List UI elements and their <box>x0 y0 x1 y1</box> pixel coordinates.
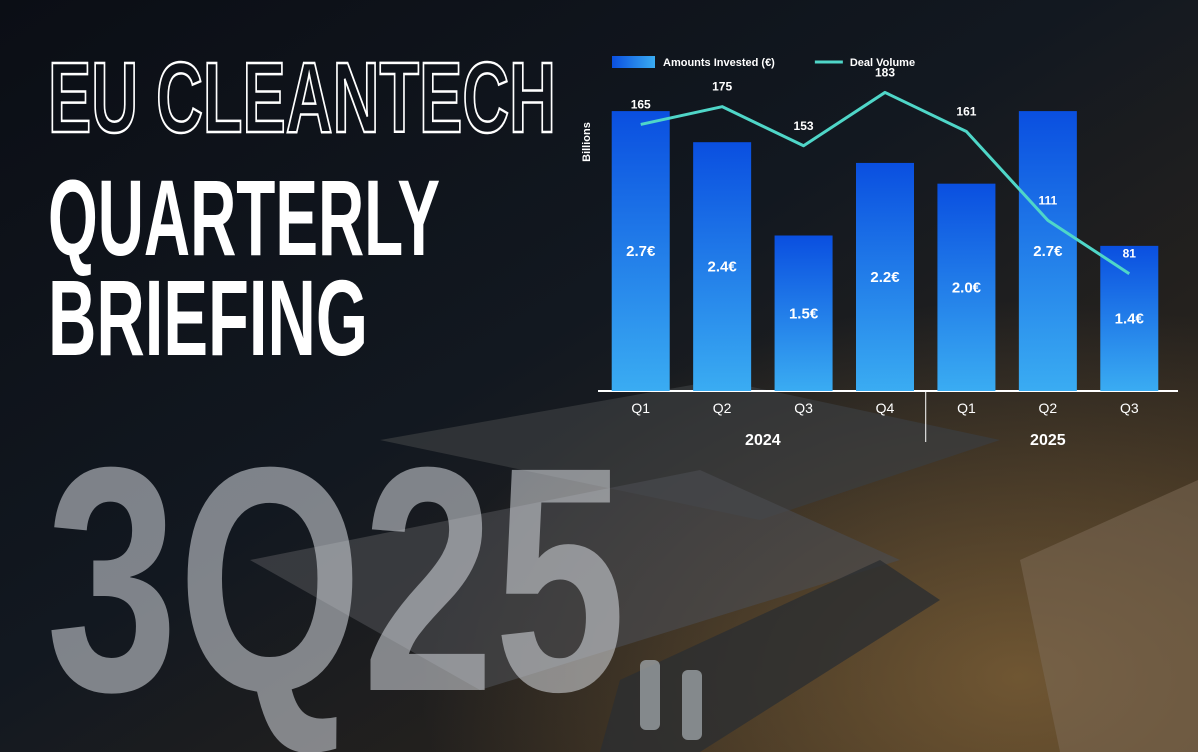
bar <box>856 162 914 391</box>
line-value-label: 175 <box>712 80 732 94</box>
x-tick-label: Q1 <box>957 400 976 416</box>
gravel-area <box>1020 480 1198 752</box>
bar-value-label: 1.4€ <box>1115 310 1145 327</box>
title-line: QUARTERLY <box>48 157 440 278</box>
y-axis-label: Billions <box>581 122 593 162</box>
line-value-label: 111 <box>1039 193 1058 207</box>
legend-label: Amounts Invested (€) <box>663 57 775 69</box>
bar <box>774 235 833 391</box>
bar-value-label: 2.7€ <box>626 243 656 260</box>
line-value-label: 81 <box>1123 247 1137 261</box>
silo <box>682 670 702 740</box>
line-value-label: 161 <box>956 105 976 119</box>
x-tick-label: Q3 <box>1120 400 1139 416</box>
line-series <box>640 90 1131 275</box>
silo <box>640 660 660 730</box>
bar <box>937 183 996 391</box>
line-value-label: 153 <box>794 119 814 133</box>
bar-value-label: 2.4€ <box>708 259 738 276</box>
group-label: 2024 <box>745 432 781 449</box>
x-tick-label: Q1 <box>631 400 650 416</box>
x-tick-label: Q2 <box>1039 400 1058 416</box>
line-value-label: 165 <box>631 97 651 111</box>
bar-value-label: 2.2€ <box>870 269 900 286</box>
bar <box>1100 245 1159 391</box>
bar <box>1018 111 1077 391</box>
group-label: 2025 <box>1030 432 1066 449</box>
bar <box>611 111 670 391</box>
building-roof <box>250 470 900 690</box>
bar-value-label: 2.7€ <box>1033 243 1063 260</box>
legend-swatch <box>612 56 655 68</box>
building-roof <box>380 380 1000 520</box>
x-tick-label: Q4 <box>876 400 895 416</box>
bar <box>693 142 752 391</box>
legend-label: Deal Volume <box>850 57 915 69</box>
chart: Amounts Invested (€) Deal Volume Q1 Q2 Q3 Q4 2… <box>598 56 1178 449</box>
line-value-label: 183 <box>875 65 895 79</box>
bar-value-label: 2.0€ <box>952 279 982 296</box>
x-tick-label: Q2 <box>713 400 732 416</box>
edition-label: 3Q25 <box>46 400 626 752</box>
x-tick-label: Q3 <box>794 400 813 416</box>
title-line: BRIEFING <box>48 257 368 378</box>
title-outline: EU CLEANTECH <box>48 42 556 154</box>
bar-value-label: 1.5€ <box>789 305 819 322</box>
